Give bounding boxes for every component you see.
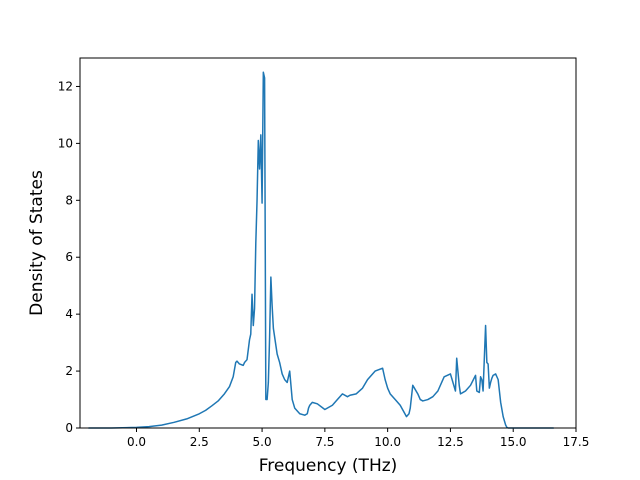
- x-tick-label: 0.0: [127, 435, 146, 449]
- x-tick-label: 12.5: [437, 435, 464, 449]
- x-tick-label: 15.0: [500, 435, 527, 449]
- y-axis-ticks: 0 2 4 6 8 10 12: [58, 79, 80, 435]
- y-tick-label: 10: [58, 136, 73, 150]
- x-tick-label: 2.5: [190, 435, 209, 449]
- y-axis-label: Density of States: [27, 170, 47, 316]
- y-tick-label: 12: [58, 79, 73, 93]
- dos-series-line: [88, 71, 555, 429]
- y-tick-label: 2: [65, 364, 73, 378]
- y-tick-label: 0: [65, 421, 73, 435]
- x-axis-ticks: 0.0 2.5 5.0 7.5 10.0 12.5 15.0 17.5: [127, 428, 589, 449]
- y-tick-label: 6: [65, 250, 73, 264]
- x-tick-label: 5.0: [253, 435, 272, 449]
- x-axis-label: Frequency (THz): [259, 456, 398, 476]
- x-tick-label: 7.5: [315, 435, 334, 449]
- plot-frame: [79, 57, 577, 429]
- x-tick-label: 10.0: [374, 435, 401, 449]
- y-tick-label: 4: [65, 307, 73, 321]
- x-tick-label: 17.5: [563, 435, 590, 449]
- y-tick-label: 8: [65, 193, 73, 207]
